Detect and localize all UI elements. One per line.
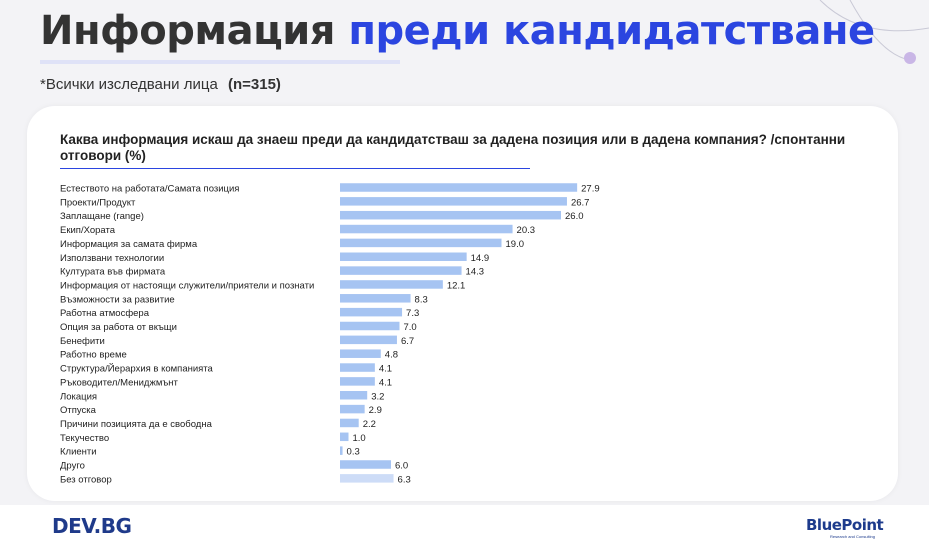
chart-card [27, 106, 898, 501]
category-label: Опция за работа от вкъщи [60, 322, 177, 333]
value-label: 6.0 [395, 461, 408, 472]
bar [340, 335, 397, 345]
category-label: Отпуска [60, 405, 97, 416]
value-label: 6.7 [401, 336, 414, 347]
bar [340, 432, 349, 442]
category-label: Работно време [60, 350, 127, 361]
value-label: 6.3 [398, 474, 411, 485]
bar [340, 197, 567, 206]
bar [340, 294, 411, 303]
page-title: Информация преди кандидатстване [40, 8, 875, 54]
bar [340, 238, 502, 248]
footer [0, 505, 929, 545]
bar [340, 446, 343, 455]
bar [340, 404, 365, 414]
category-label: Информация от настоящи служители/приятел… [60, 280, 314, 291]
value-label: 27.9 [581, 184, 600, 195]
bar [340, 460, 391, 469]
value-label: 19.0 [506, 239, 525, 250]
title-underline [40, 60, 400, 64]
bar [340, 280, 443, 289]
value-label: 4.1 [379, 377, 392, 388]
bar [340, 377, 375, 386]
category-label: Екип/Хората [60, 225, 116, 236]
value-label: 7.3 [406, 308, 419, 319]
value-label: 26.7 [571, 197, 590, 208]
value-label: 4.8 [385, 350, 398, 361]
bar [340, 266, 462, 275]
bar [340, 321, 400, 331]
category-label: Локация [60, 391, 97, 402]
value-label: 14.3 [466, 267, 485, 278]
category-label: Причини позицията да е свободна [60, 419, 213, 430]
bar [340, 391, 368, 400]
value-label: 1.0 [353, 433, 366, 444]
question-underline [60, 168, 530, 169]
bar [340, 307, 403, 317]
bar [340, 363, 375, 372]
value-label: 8.3 [415, 294, 428, 305]
sample-description: *Всички изследвани лица [40, 76, 218, 93]
value-label: 2.9 [369, 405, 382, 416]
bar [340, 252, 467, 261]
page-title-part2: преди кандидатстване [348, 8, 875, 54]
bluepoint-logo: BluePoint [806, 516, 884, 534]
sample-note: *Всички изследвани лица (n=315) [40, 76, 281, 93]
category-label: Клиенти [60, 447, 97, 458]
category-label: Ръководител/Мениджмънт [60, 377, 179, 388]
value-label: 20.3 [517, 225, 536, 236]
category-label: Използвани технологии [60, 253, 164, 264]
value-label: 3.2 [371, 391, 384, 402]
category-label: Възможности за развитие [60, 294, 175, 305]
category-label: Проекти/Продукт [60, 197, 136, 208]
bar-chart: Естеството на работата/Самата позиция 27.… [60, 183, 600, 485]
category-label: Културата във фирмата [60, 267, 166, 278]
bar [340, 474, 394, 483]
value-label: 26.0 [565, 211, 584, 222]
devbg-logo: DEV.BG [52, 514, 132, 538]
value-label: 7.0 [404, 322, 417, 333]
value-label: 12.1 [447, 280, 466, 291]
sample-size: (n=315) [227, 76, 281, 93]
bluepoint-tagline: Research and Consulting [830, 534, 875, 539]
category-label: Друго [60, 461, 85, 472]
value-label: 4.1 [379, 364, 392, 375]
category-label: Заплащане (range) [60, 211, 144, 222]
page-title-part1: Информация [40, 8, 335, 54]
chart-question: Каква информация искаш да знаеш преди да… [60, 132, 846, 163]
category-label: Без отговор [60, 474, 112, 485]
bar [340, 418, 359, 428]
bar [340, 183, 578, 192]
bar [340, 210, 561, 220]
category-label: Информация за самата фирма [60, 239, 198, 250]
category-label: Естеството на работата/Самата позиция [60, 184, 239, 195]
category-label: Текучество [60, 433, 109, 444]
value-label: 14.9 [471, 253, 490, 264]
value-label: 2.2 [363, 419, 376, 430]
category-label: Структура/Йерархия в компанията [60, 363, 214, 375]
category-label: Работна атмосфера [60, 308, 150, 319]
value-label: 0.3 [347, 447, 360, 458]
category-label: Бенефити [60, 336, 105, 347]
bar [340, 349, 381, 358]
bar [340, 224, 513, 234]
